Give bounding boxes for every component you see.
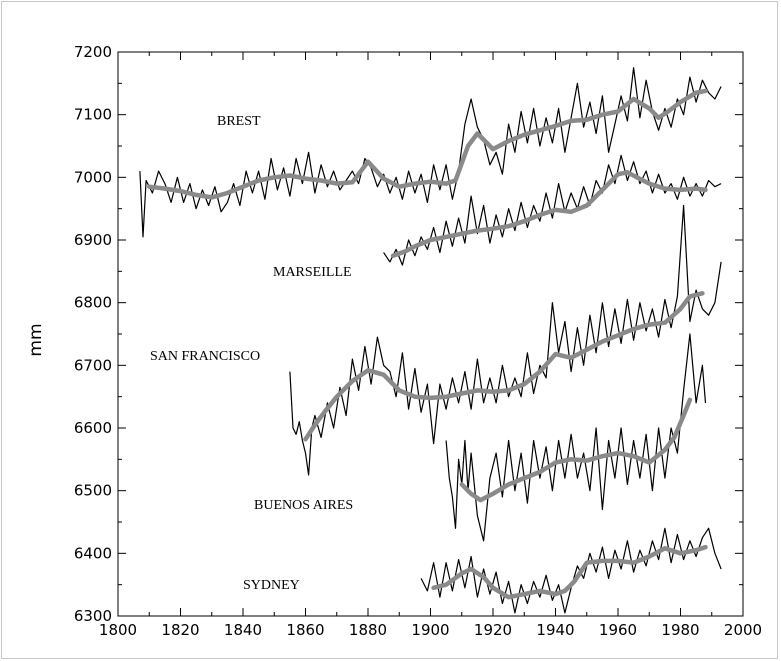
annual-line-brest bbox=[139, 67, 722, 238]
axis-ticks bbox=[117, 51, 744, 617]
plot-area bbox=[117, 51, 744, 617]
y-tick-label: 7200 bbox=[74, 43, 112, 61]
y-tick-label: 6800 bbox=[74, 294, 112, 312]
y-axis-label: mm bbox=[26, 323, 46, 356]
series-san-francisco bbox=[289, 204, 722, 476]
y-tick-label: 6600 bbox=[74, 419, 112, 437]
y-tick-label: 6400 bbox=[74, 544, 112, 562]
series-sydney bbox=[420, 527, 722, 614]
series-buenos-aires bbox=[445, 333, 707, 542]
y-tick-label: 6900 bbox=[74, 231, 112, 249]
annual-line-buenos-aires bbox=[445, 333, 707, 542]
x-tick-label: 1880 bbox=[349, 621, 387, 639]
x-tick-label: 2000 bbox=[724, 621, 762, 639]
y-tick-label: 6700 bbox=[74, 356, 112, 374]
x-tick-label: 1960 bbox=[599, 621, 637, 639]
x-tick-label: 1980 bbox=[661, 621, 699, 639]
y-tick-label: 7000 bbox=[74, 168, 112, 186]
series-layer bbox=[139, 67, 722, 614]
station-label-sydney: SYDNEY bbox=[243, 578, 300, 593]
x-tick-label: 1920 bbox=[474, 621, 512, 639]
x-tick-label: 1840 bbox=[224, 621, 262, 639]
station-labels: BREST MARSEILLE SAN FRANCISCO BUENOS AIRES S… bbox=[150, 114, 353, 593]
series-marseille bbox=[383, 154, 722, 266]
y-tick-label: 6500 bbox=[74, 482, 112, 500]
smoothed-line-san-francisco bbox=[303, 291, 705, 442]
x-tick-label: 1800 bbox=[99, 621, 137, 639]
y-tick-label: 7100 bbox=[74, 106, 112, 124]
x-tick-label: 1940 bbox=[536, 621, 574, 639]
series-brest bbox=[139, 67, 722, 238]
smoothed-line-buenos-aires bbox=[459, 397, 693, 503]
annual-line-san-francisco bbox=[289, 204, 722, 476]
smoothed-line-marseille bbox=[390, 170, 708, 258]
station-label-marseille: MARSEILLE bbox=[273, 265, 352, 280]
x-tick-label: 1820 bbox=[161, 621, 199, 639]
smoothed-line-brest bbox=[147, 88, 708, 200]
x-tick-label: 1900 bbox=[411, 621, 449, 639]
station-label-buenos-aires: BUENOS AIRES bbox=[254, 498, 353, 513]
axis-tick-labels: 1800 1820 1840 1860 1880 1900 1920 1940 1960 1980… bbox=[74, 43, 762, 639]
station-label-brest: BREST bbox=[217, 114, 261, 129]
x-tick-label: 1860 bbox=[286, 621, 324, 639]
smoothed-line-sydney bbox=[431, 544, 708, 600]
annual-line-marseille bbox=[383, 154, 722, 266]
station-label-san-francisco: SAN FRANCISCO bbox=[150, 349, 260, 364]
y-tick-label: 6300 bbox=[74, 607, 112, 625]
